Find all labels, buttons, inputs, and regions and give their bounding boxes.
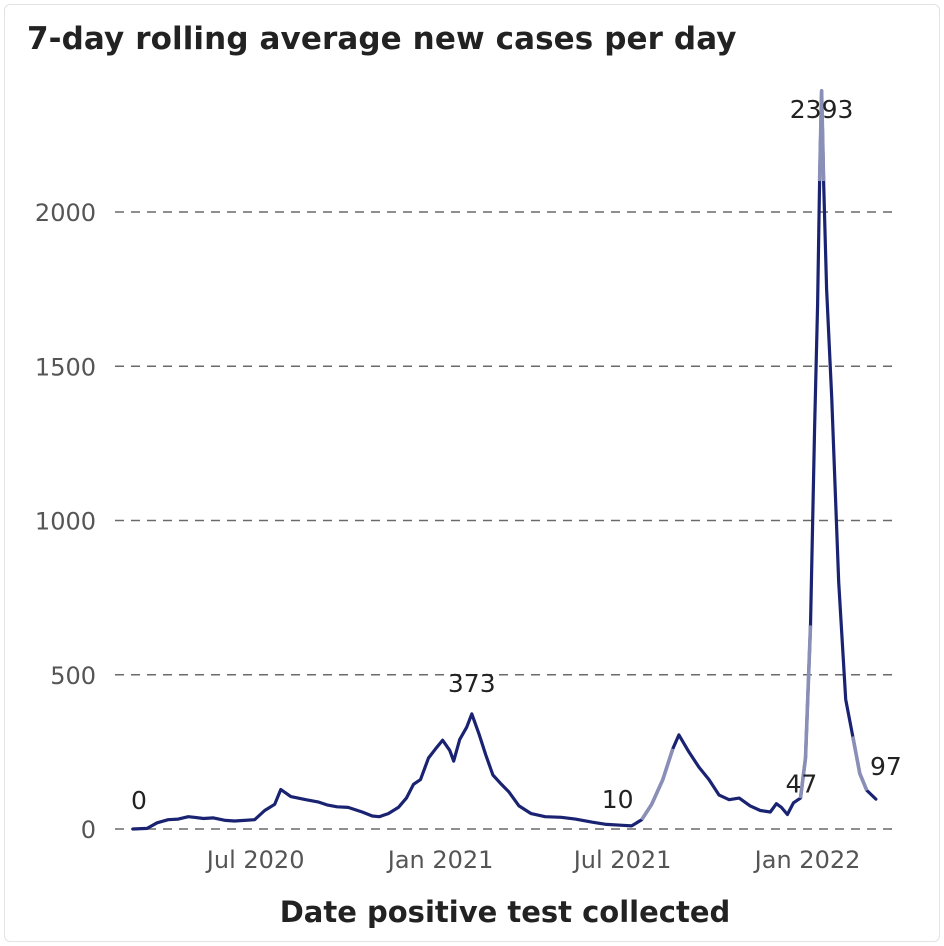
highlight-segment-0 [640, 748, 675, 821]
chart-title: 7-day rolling average new cases per day [27, 21, 737, 57]
y-tick-label: 1500 [35, 353, 96, 381]
gridlines [115, 211, 892, 830]
highlight-segment-1 [798, 625, 813, 799]
data-label: 10 [602, 785, 634, 814]
highlight-segment-3 [851, 736, 869, 792]
data-annotations: 0 373 10 47 2393 97 [131, 95, 902, 815]
data-label: 97 [870, 752, 902, 781]
y-tick-label: 1000 [35, 508, 96, 536]
highlight-segment-2 [817, 89, 826, 182]
data-label: 2393 [790, 95, 854, 124]
x-axis-label: Date positive test collected [280, 895, 731, 929]
series-line [131, 89, 878, 831]
y-tick-label: 2000 [35, 199, 96, 227]
x-tick-label: Jan 2022 [753, 846, 861, 874]
y-axis-ticks: 0 500 1000 1500 2000 [35, 199, 96, 844]
chart-card: 7-day rolling average new cases per day [4, 4, 940, 942]
x-axis-ticks: Jul 2020 Jan 2021 Jul 2021 Jan 2022 [205, 846, 861, 874]
x-tick-label: Jul 2020 [205, 846, 305, 874]
data-label: 0 [131, 786, 147, 815]
x-tick-label: Jan 2021 [386, 846, 494, 874]
data-label: 47 [786, 770, 818, 799]
series-line-path [131, 89, 878, 831]
x-tick-label: Jul 2021 [572, 846, 672, 874]
y-tick-label: 500 [50, 662, 96, 690]
data-label: 373 [448, 669, 496, 698]
y-tick-label: 0 [81, 816, 96, 844]
